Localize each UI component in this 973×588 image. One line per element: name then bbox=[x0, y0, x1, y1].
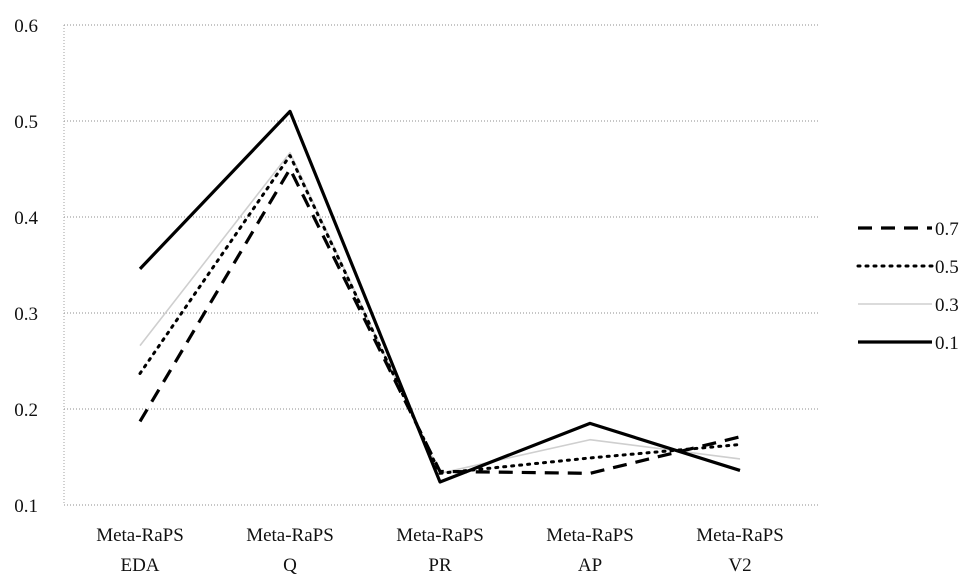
x-axis-categories: Meta-RaPS EDA Meta-RaPS Q Meta-RaPS PR Meta-Ra… bbox=[96, 525, 784, 576]
series-line-0-5 bbox=[138, 154, 742, 475]
x-category-label: Meta-RaPS PR bbox=[396, 525, 484, 576]
x-category-label: Meta-RaPS Q bbox=[246, 525, 334, 576]
x-category-label: Meta-RaPS AP bbox=[546, 525, 634, 576]
y-tick-label: 0.1 bbox=[14, 496, 38, 517]
legend-label: 0.3 bbox=[935, 295, 959, 316]
legend: 0.7 0.5 0.3 0.1 bbox=[856, 219, 959, 354]
y-tick-label: 0.2 bbox=[14, 400, 38, 421]
x-category-label: Meta-RaPS V2 bbox=[696, 525, 784, 576]
y-tick-label: 0.3 bbox=[14, 304, 38, 325]
series-lines bbox=[138, 109, 742, 484]
legend-label: 0.5 bbox=[935, 257, 959, 278]
y-tick-label: 0.4 bbox=[14, 208, 38, 229]
series-line-0-3 bbox=[139, 151, 741, 475]
y-tick-label: 0.5 bbox=[14, 112, 38, 133]
series-line-0-7 bbox=[138, 167, 741, 475]
y-axis-ticks: 0.1 0.2 0.3 0.4 0.5 0.6 bbox=[14, 16, 38, 517]
y-tick-label: 0.6 bbox=[14, 16, 38, 37]
gridlines bbox=[63, 24, 820, 506]
series-line-0-1 bbox=[138, 109, 741, 484]
legend-label: 0.7 bbox=[935, 219, 959, 240]
x-category-label: Meta-RaPS EDA bbox=[96, 525, 184, 576]
legend-label: 0.1 bbox=[935, 333, 959, 354]
